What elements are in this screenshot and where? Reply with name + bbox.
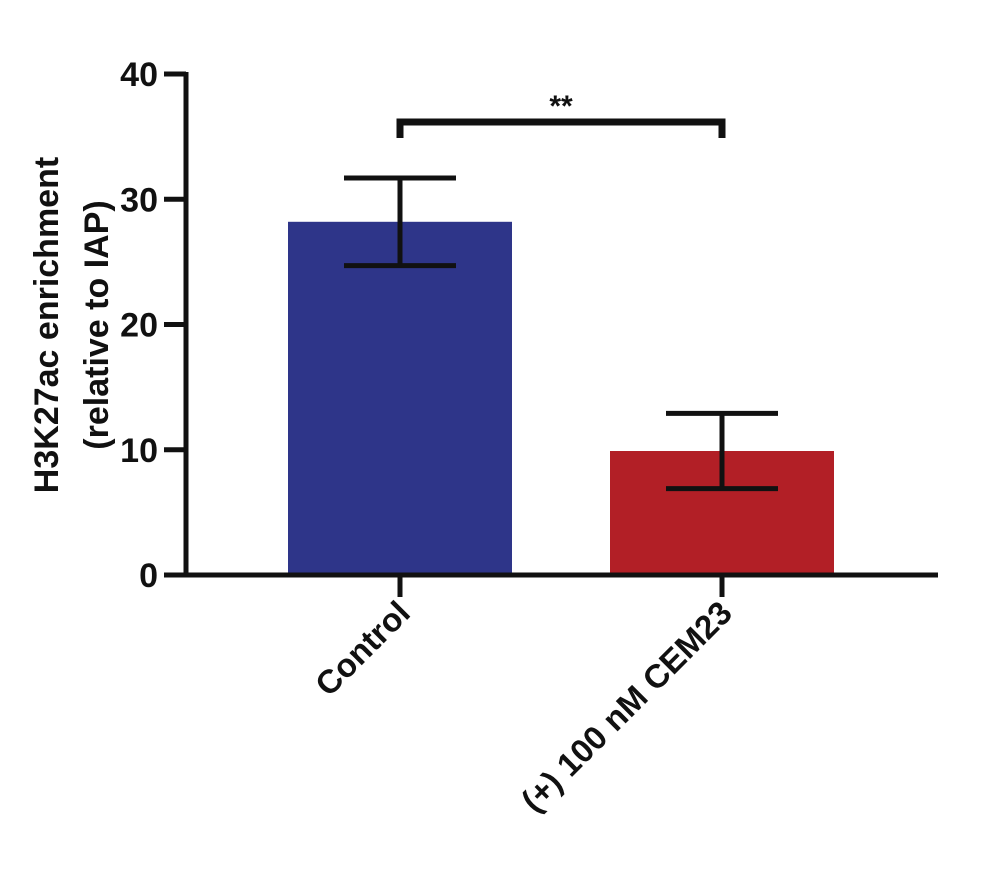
x-category-label-1: Control: [308, 594, 417, 703]
axes-group: 0 10 20 30 40 Control (+) 100 nM CEM23: [120, 56, 938, 819]
y-axis-title: H3K27ac enrichment (relative to IAP): [28, 157, 116, 493]
significance-label: **: [549, 90, 573, 123]
error-bar-2: [666, 410, 778, 492]
x-category-label-2: (+) 100 nM CEM23: [514, 594, 739, 819]
y-tick-label-10: 10: [120, 432, 158, 470]
y-axis-title-line1: H3K27ac enrichment: [28, 157, 66, 493]
y-tick-label-40: 40: [120, 56, 158, 94]
error-bar-1: [344, 175, 456, 269]
bar-1: [288, 221, 512, 576]
significance-bracket: [396, 118, 726, 138]
error-bars-group: [344, 175, 778, 492]
significance-group: **: [396, 90, 726, 138]
y-tick-label-20: 20: [120, 307, 158, 345]
bars-group: [288, 221, 834, 576]
y-axis-title-line2: (relative to IAP): [78, 200, 116, 449]
y-tick-label-0: 0: [139, 557, 158, 595]
y-tick-label-30: 30: [120, 181, 158, 219]
